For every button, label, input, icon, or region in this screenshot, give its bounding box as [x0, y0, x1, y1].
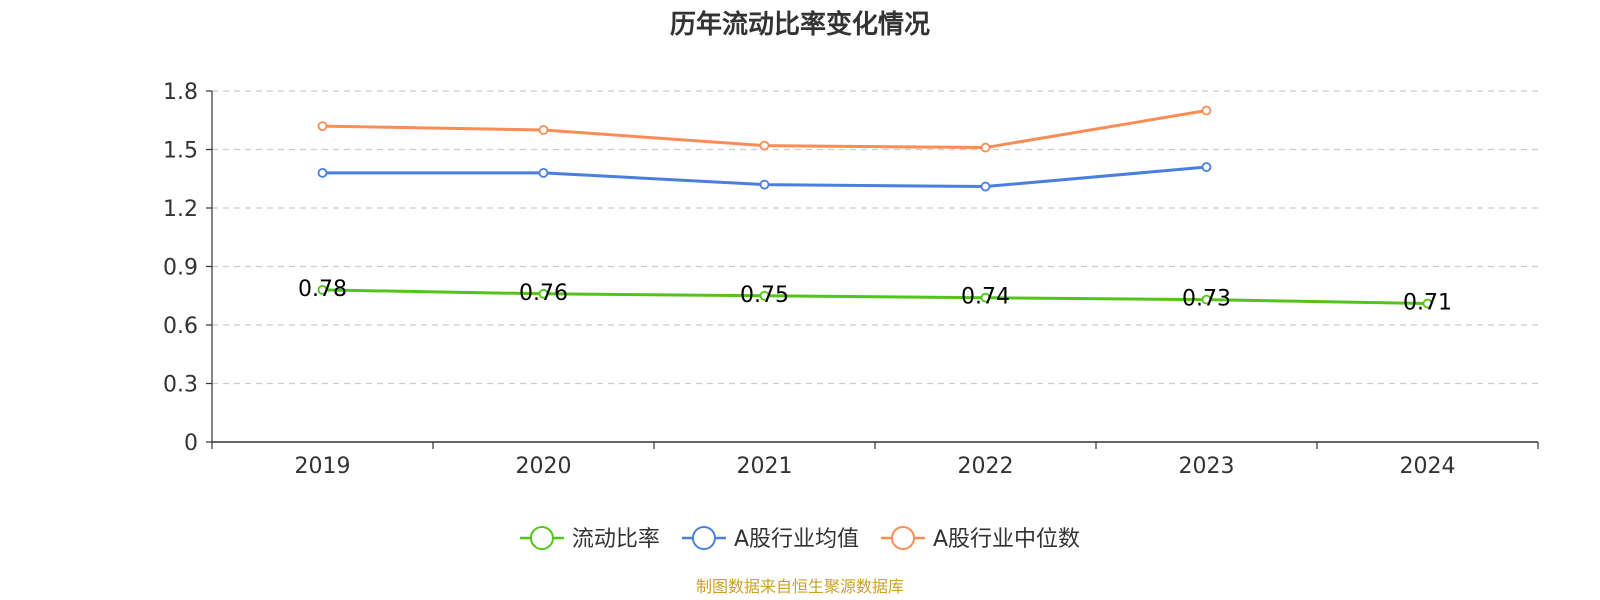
- data-point[interactable]: [538, 167, 549, 178]
- legend-item-1[interactable]: A股行业均值: [681, 526, 859, 552]
- data-label: 0.75: [740, 283, 789, 308]
- data-labels: 0.78 0.76 0.75 0.74 0.73 0.71: [298, 277, 1452, 316]
- y-tick-label: 0.6: [163, 314, 198, 339]
- y-tick-label: 0.9: [163, 256, 198, 281]
- data-point[interactable]: [759, 140, 770, 151]
- data-point[interactable]: [538, 125, 549, 135]
- legend-marker-icon: [891, 526, 916, 550]
- x-tick-label: 2022: [958, 454, 1014, 479]
- legend-item-0[interactable]: 流动比率: [519, 526, 660, 552]
- legend-label: A股行业中位数: [933, 527, 1080, 552]
- legend-marker-icon: [529, 526, 554, 550]
- legend-marker-icon: [691, 526, 716, 550]
- legend-label: A股行业均值: [734, 527, 859, 552]
- y-tick-label: 1.2: [163, 197, 198, 222]
- chart-title: 历年流动比率变化情况: [670, 9, 930, 40]
- series-line-0: [321, 288, 1429, 306]
- x-tick-label: 2020: [516, 454, 572, 479]
- grid-lines: [212, 90, 1538, 385]
- y-tick-label: 1.8: [163, 80, 198, 105]
- legend-item-2[interactable]: A股行业中位数: [881, 526, 1080, 552]
- data-point[interactable]: [1201, 294, 1212, 305]
- x-tick-label: 2019: [295, 454, 351, 479]
- data-point[interactable]: [1422, 298, 1433, 309]
- x-tick-label: 2023: [1179, 454, 1235, 479]
- x-tick-label: 2024: [1400, 454, 1456, 479]
- data-point[interactable]: [759, 290, 770, 301]
- series-lines: [317, 105, 1433, 309]
- data-point[interactable]: [317, 284, 328, 295]
- y-tick-label: 0: [184, 431, 198, 456]
- data-label: 0.71: [1403, 291, 1452, 316]
- legend-label: 流动比率: [572, 527, 660, 552]
- data-point[interactable]: [1201, 105, 1212, 116]
- data-point[interactable]: [1201, 162, 1212, 172]
- data-label: 0.76: [519, 281, 568, 306]
- y-tick-label: 1.5: [163, 139, 198, 164]
- data-label: 0.74: [961, 285, 1010, 310]
- data-point[interactable]: [538, 288, 549, 299]
- y-tick-label: 0.3: [163, 373, 198, 398]
- data-point[interactable]: [759, 179, 770, 190]
- data-point[interactable]: [317, 167, 328, 178]
- data-point[interactable]: [980, 181, 991, 192]
- data-label: 0.73: [1182, 287, 1231, 312]
- data-point[interactable]: [980, 142, 991, 153]
- data-label: 0.78: [298, 277, 347, 302]
- data-point[interactable]: [317, 121, 328, 131]
- data-point[interactable]: [980, 292, 991, 303]
- legend[interactable]: 流动比率 A股行业均值 A股行业中位数: [519, 526, 1080, 552]
- source-note: 制图数据来自恒生聚源数据库: [696, 577, 904, 596]
- x-tick-label: 2021: [737, 454, 793, 479]
- axes: 0 0.3 0.6 0.9 1.2 1.5 1.8 2019 2020 2021 2022 2023 2…: [163, 80, 1539, 479]
